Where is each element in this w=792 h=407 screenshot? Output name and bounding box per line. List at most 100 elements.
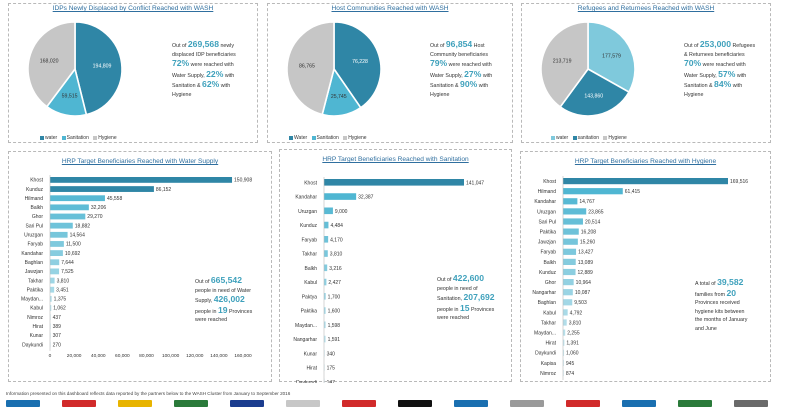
bar-value-label: 1,700	[328, 294, 341, 300]
bar-value-label: 307	[53, 333, 62, 339]
bar-value-label: 3,451	[56, 287, 69, 293]
bar-uruzgan	[563, 208, 587, 215]
bar-category-label: Kunduz	[26, 187, 43, 193]
bar-value-label: 150,908	[234, 178, 252, 184]
x-tick-label: 60,000	[115, 353, 130, 359]
pie-chart-refugees: 177,579 143,860 213,719	[540, 21, 636, 117]
bar-value-label: 1,591	[328, 337, 341, 343]
partner-logo	[622, 400, 656, 407]
bar-category-label: Baghlan	[538, 300, 557, 306]
legend-swatch-hygiene	[603, 135, 608, 140]
legend-swatch-sanitation	[311, 135, 316, 140]
bar-takhar	[50, 277, 55, 284]
x-tick-label: 120,000	[186, 353, 204, 359]
bar-category-label: Hirat	[32, 324, 43, 330]
bar-category-label: Takhar	[541, 320, 556, 326]
bar-paktika	[563, 228, 579, 235]
x-tick-label: 100,000	[162, 353, 180, 359]
x-tick-label: 0	[49, 353, 52, 359]
partner-logo	[678, 400, 712, 407]
bar-hilmand	[563, 188, 623, 195]
bar-maydan	[324, 321, 326, 329]
pie-slice-hygiene	[286, 21, 335, 116]
bar-category-label: Hilmand	[538, 189, 557, 195]
partner-logo	[398, 400, 432, 407]
bar-title-water: HRP Target Beneficiaries Reached with Wa…	[61, 158, 219, 165]
panel-idps: IDPs Newly Displaced by Conflict Reached…	[8, 3, 258, 143]
bar-category-label: Uruzgan	[537, 209, 556, 215]
pie-slice-water	[333, 21, 382, 109]
bar-daykundi	[324, 378, 325, 383]
bar-category-label: Kandahar	[295, 195, 317, 201]
bar-category-label: Takhar	[302, 252, 317, 258]
bar-value-label: 169,516	[730, 179, 748, 185]
bar-value-label: 874	[566, 371, 575, 377]
x-tick-label: 160,000	[234, 353, 252, 359]
bar-ghor	[50, 213, 86, 220]
bar-paktika	[50, 286, 55, 293]
bar-nangarhar	[324, 335, 326, 343]
bar-hirat	[563, 339, 565, 346]
bar-value-label: 141,047	[466, 180, 484, 186]
bar-category-label: Kabul	[304, 280, 317, 286]
bar-category-label: Khost	[543, 179, 556, 185]
bar-kandahar	[324, 193, 357, 200]
bar-category-label: Nimroz	[27, 315, 43, 321]
bar-value-label: 437	[53, 315, 62, 321]
bar-hirat	[324, 364, 325, 371]
bar-value-label: 29,270	[87, 214, 103, 220]
partner-logo	[118, 400, 152, 407]
bar-category-label: Kabul	[30, 306, 43, 312]
bar-summary-water: Out of 665,542 people in need of Water S…	[195, 275, 253, 324]
pie-slice-water	[74, 21, 123, 116]
bar-category-label: Kapisa	[541, 361, 557, 367]
bar-category-label: Balkh	[30, 205, 43, 211]
bar-value-label: 16,208	[581, 229, 597, 235]
legend-swatch-hygiene	[93, 135, 98, 140]
bar-category-label: Maydan...	[21, 297, 43, 303]
bar-category-label: Faryab	[301, 237, 317, 243]
pie-label-hygiene: 213,719	[553, 59, 572, 65]
bar-category-label: Faryab	[27, 242, 43, 248]
bar-kabul	[563, 309, 568, 316]
partner-logo	[286, 400, 320, 407]
bar-value-label: 4,484	[330, 223, 343, 229]
pie-slice-hygiene	[27, 21, 76, 108]
pie-legend-refugees: water sanitation Hygiene	[548, 135, 627, 141]
pie-title-idps: IDPs Newly Displaced by Conflict Reached…	[52, 5, 214, 12]
bar-balkh	[50, 204, 89, 211]
bar-value-label: 13,089	[578, 260, 594, 266]
bar-category-label: Khost	[304, 180, 317, 186]
bar-ghor	[563, 279, 574, 286]
bar-category-label: Paktya	[302, 294, 318, 300]
x-tick-label: 140,000	[210, 353, 228, 359]
bar-value-label: 1,062	[53, 306, 66, 312]
pie-chart-idps: 194,809 59,515 168,020	[27, 21, 123, 117]
bar-category-label: Khost	[30, 178, 43, 184]
pie-summary-host: Out of 96,854 Host Community beneficiari…	[430, 39, 493, 98]
bar-faryab	[50, 241, 64, 247]
bar-khost	[50, 177, 233, 183]
bar-value-label: 3,810	[57, 278, 70, 284]
panel-sanitation: HRP Target Beneficiaries Reached with Sa…	[279, 149, 512, 383]
bar-category-label: Hilmand	[25, 196, 44, 202]
bar-category-label: Daykundi	[22, 342, 43, 348]
bar-kabul	[50, 305, 52, 311]
bar-value-label: 7,644	[61, 260, 74, 266]
pie-slice-hygiene	[540, 21, 589, 109]
bar-paktika	[324, 307, 326, 314]
bar-kunduz	[50, 186, 154, 192]
bar-value-label: 3,810	[330, 252, 343, 258]
bar-title-sanitation: HRP Target Beneficiaries Reached with Sa…	[322, 156, 469, 163]
bar-category-label: Takhar	[28, 278, 43, 284]
partner-logo	[454, 400, 488, 407]
partner-logo	[734, 400, 768, 407]
bar-takhar	[563, 319, 567, 326]
bar-category-label: Hirat	[545, 341, 556, 347]
bar-category-label: Uruzgan	[24, 233, 43, 239]
pie-label-water: 194,809	[93, 64, 112, 70]
partner-logo	[62, 400, 96, 407]
pie-legend-host: Water Sanitation Hygiene	[286, 135, 367, 141]
bar-value-label: 7,525	[61, 269, 74, 275]
bar-maydan	[563, 329, 566, 336]
